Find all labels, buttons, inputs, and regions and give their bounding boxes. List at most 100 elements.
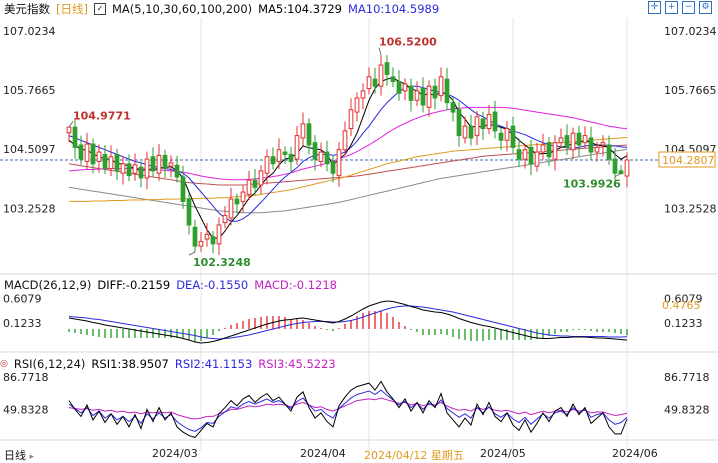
candle-body [486, 113, 492, 130]
candle-body [348, 109, 354, 130]
ma10-value: MA10:104.5989 [348, 2, 440, 16]
ma5-line [68, 77, 628, 239]
price-tick-left: 104.5097 [3, 143, 56, 156]
candle-body [228, 198, 234, 219]
date-tick: 2024/04 [300, 447, 346, 460]
candle-body [582, 135, 588, 144]
candle-body [84, 143, 90, 162]
price-tick-left: 105.7665 [3, 84, 56, 97]
candle-body [252, 179, 258, 188]
annotation-leader [614, 173, 622, 177]
candle-body [336, 149, 342, 177]
candle-body [456, 109, 462, 137]
candle-body [402, 83, 408, 92]
ma200-line [68, 148, 628, 214]
candle-body [468, 125, 474, 139]
period-label[interactable]: [日线] [56, 2, 88, 16]
macd-tick-right: 0.1233 [664, 317, 703, 330]
dea-value: DEA:-0.1550 [176, 278, 249, 292]
period-switch-label: 日线 [4, 449, 26, 462]
rsi-tick-right: 49.8328 [664, 404, 710, 417]
candle-body [354, 97, 360, 113]
rsi3-value: RSI3:45.5223 [258, 357, 336, 371]
last-price-label: 104.2807 [662, 154, 715, 167]
candle-body [114, 153, 120, 172]
candle-body [534, 151, 540, 167]
grid-lines [0, 18, 718, 452]
price-tick-left: 107.0234 [3, 25, 56, 38]
price-tick-right: 105.7665 [664, 84, 717, 97]
arrow-right-icon: ▸ [29, 452, 35, 462]
candle-body [312, 142, 318, 160]
ma-params-label: MA(5,10,30,60,100,200) [111, 2, 253, 16]
candle-body [96, 151, 102, 162]
candle-body [180, 176, 186, 202]
dea-line [68, 305, 628, 340]
rsi-header: ◎ RSI(6,12,24) RSI1:38.9507 RSI2:41.1153… [0, 356, 336, 372]
candle-body [450, 102, 456, 113]
candle-body [186, 198, 192, 226]
candle-body [546, 142, 552, 158]
candle-body [168, 162, 174, 167]
candle-body [504, 128, 510, 141]
candle-body [432, 85, 438, 99]
candle-body [300, 123, 306, 139]
diff-line [68, 300, 628, 344]
rsi-tick-left: 86.7718 [3, 371, 49, 384]
price-annotation: 106.5200 [379, 36, 437, 49]
candle-body [102, 153, 108, 170]
annotation-leader [188, 251, 196, 256]
candle-body [198, 240, 204, 247]
price-header: 美元指数 [日线] ✓ MA(5,10,30,60,100,200) MA5:1… [4, 1, 439, 17]
macd-panel [68, 300, 628, 344]
rsi2-line [68, 389, 628, 432]
candle-body [174, 164, 180, 178]
candle-body [558, 137, 564, 144]
candle-body [510, 125, 516, 148]
candle-body [318, 151, 324, 162]
price-annotation: 103.9926 [563, 178, 621, 191]
macd-params-label: MACD(26,12,9) [4, 278, 92, 292]
price-tick-left: 103.2528 [3, 202, 56, 215]
cursor-date-label: 2024/04/12 星期五 [364, 449, 464, 462]
axis-labels: 104.9771 106.5200 102.3248 103.9926 107.0234… [3, 25, 717, 460]
ma60-line [69, 137, 628, 202]
crosshair-icon[interactable]: ✛ [648, 1, 661, 14]
macd-tick-right: 0.6079 [664, 293, 703, 306]
date-tick: 2024/06 [612, 447, 658, 460]
candle-body [156, 154, 162, 174]
candle-body [270, 156, 276, 165]
candle-body [210, 236, 216, 245]
candle-body [480, 118, 486, 130]
candle-body [360, 90, 366, 99]
candle-body [408, 85, 414, 101]
zoom-in-icon[interactable]: + [665, 1, 678, 14]
candle-body [618, 170, 624, 175]
candle-body [330, 160, 336, 174]
price-tick-right: 103.2528 [664, 202, 717, 215]
candle-body [366, 76, 372, 90]
candle-body [426, 85, 432, 108]
candle-body [108, 156, 114, 170]
candle-body [240, 191, 246, 202]
candle-body [234, 198, 240, 205]
panel-indicator-icon[interactable]: ◎ [0, 359, 8, 369]
candle-body [516, 149, 522, 160]
candle-body [90, 143, 96, 165]
candle-body [540, 144, 546, 153]
candle-body [552, 142, 558, 160]
zoom-out-icon[interactable]: − [682, 1, 695, 14]
rsi-tick-left: 49.8328 [3, 404, 49, 417]
annotation-leader [378, 47, 382, 55]
candle-body [522, 149, 528, 160]
settings-icon[interactable]: ⚙ [699, 1, 712, 14]
macd-header: MACD(26,12,9) DIFF:-0.2159 DEA:-0.1550 M… [4, 277, 337, 293]
candle-body [498, 132, 504, 141]
period-switch[interactable]: 日线 ▸ [4, 447, 34, 463]
rsi1-value: RSI1:38.9507 [91, 357, 169, 371]
ma-settings-icon[interactable]: ✓ [93, 3, 106, 15]
candle-body [624, 159, 630, 177]
moving-average-lines [68, 77, 628, 239]
macd-value: MACD:-0.1218 [254, 278, 338, 292]
